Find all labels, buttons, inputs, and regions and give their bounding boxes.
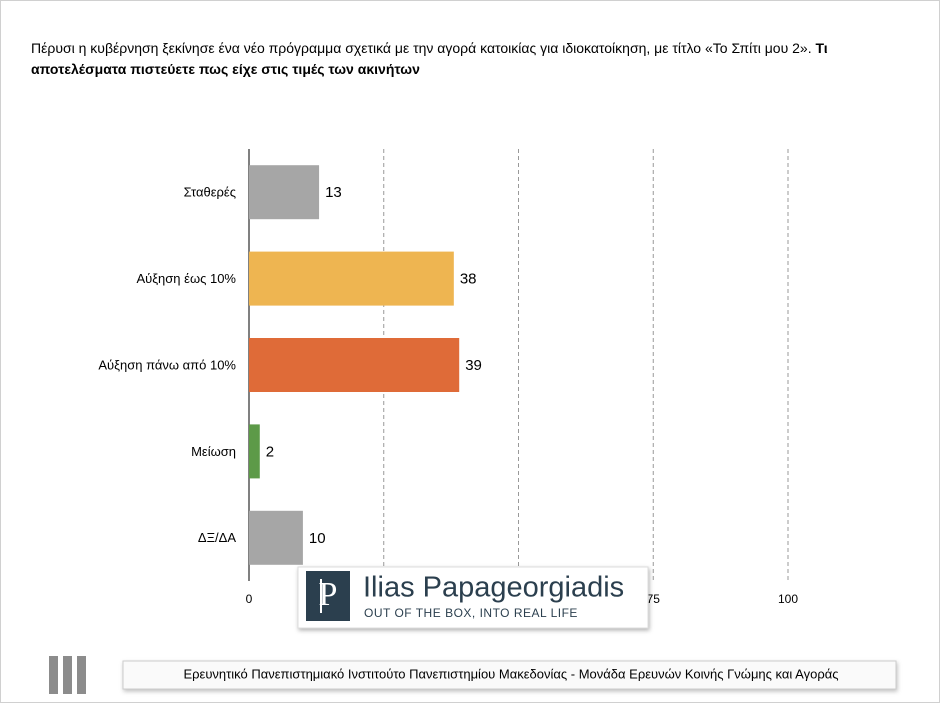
chart-title: Πέρυσι η κυβέρνηση ξεκίνησε ένα νέο πρόγ… <box>31 38 911 80</box>
y-tick-label: Σταθερές <box>184 185 236 200</box>
title-text: Πέρυσι η κυβέρνηση ξεκίνησε ένα νέο πρόγ… <box>31 40 812 56</box>
icon-bar <box>77 656 86 694</box>
logo-tagline: OUT OF THE BOX, INTO REAL LIFE <box>364 606 578 620</box>
logo: P Ilias Papageorgiadis OUT OF THE BOX, I… <box>297 566 649 629</box>
plot: 0255075100Σταθερές13Αύξηση έως 10%38Αύξη… <box>98 149 798 606</box>
bar <box>249 165 320 220</box>
logo-icon <box>306 571 350 621</box>
value-label: 10 <box>309 530 326 547</box>
bar <box>249 251 454 306</box>
logo-name: Ilias Papageorgiadis <box>363 572 624 604</box>
footer-box <box>122 660 897 690</box>
logo-glyph: P <box>319 576 338 613</box>
title-bold: Τι αποτελέσματα πιστεύετε πως είχε στις … <box>31 40 828 77</box>
x-tick-label: 75 <box>647 592 661 606</box>
y-tick-label: ΔΞ/ΔΑ <box>198 530 236 545</box>
value-label: 2 <box>266 443 274 460</box>
bar <box>249 338 460 392</box>
y-tick-label: Αύξηση πάνω από 10% <box>98 357 236 372</box>
logo-box <box>297 566 649 629</box>
icon-bar <box>49 656 58 694</box>
x-tick-label: 100 <box>778 592 798 606</box>
value-label: 13 <box>325 184 342 201</box>
y-tick-label: Αύξηση έως 10% <box>136 271 236 286</box>
icon-bar <box>63 656 72 694</box>
bar <box>249 510 303 565</box>
footer-icon <box>49 656 86 694</box>
value-label: 38 <box>460 271 477 288</box>
value-label: 39 <box>465 357 482 374</box>
x-tick-label: 0 <box>246 592 253 606</box>
y-tick-label: Μείωση <box>191 444 236 459</box>
footer-text: Ερευνητικό Πανεπιστημιακό Ινστιτούτο Παν… <box>183 666 838 681</box>
bar <box>249 424 260 479</box>
